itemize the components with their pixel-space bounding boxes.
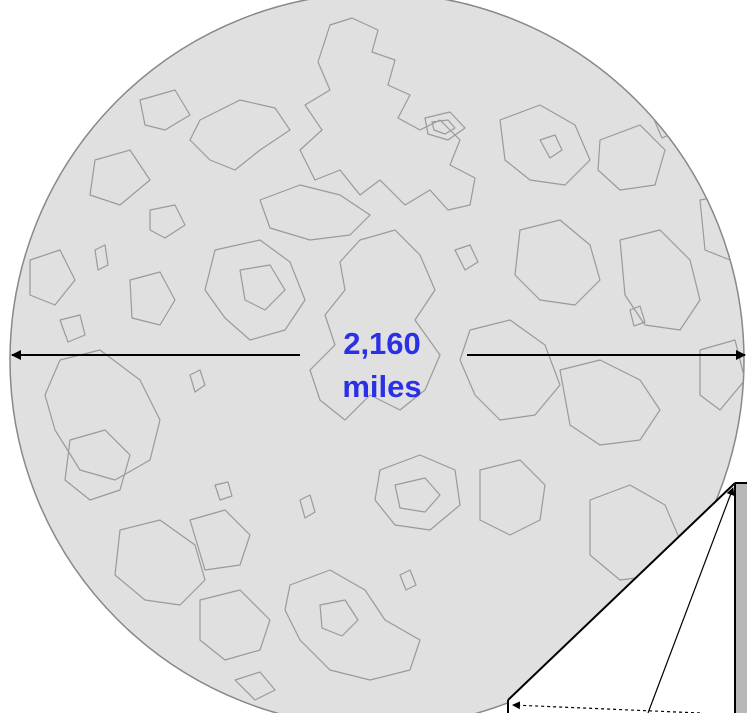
inset-panel (507, 482, 747, 713)
moon-surface-features (29, 17, 744, 701)
moon-disc (9, 0, 745, 713)
measurement-unit: miles (342, 369, 422, 404)
pointer-line-dotted (512, 701, 701, 713)
pointer-line-solid (647, 487, 735, 713)
measurement-value: 2,160 (343, 326, 421, 361)
